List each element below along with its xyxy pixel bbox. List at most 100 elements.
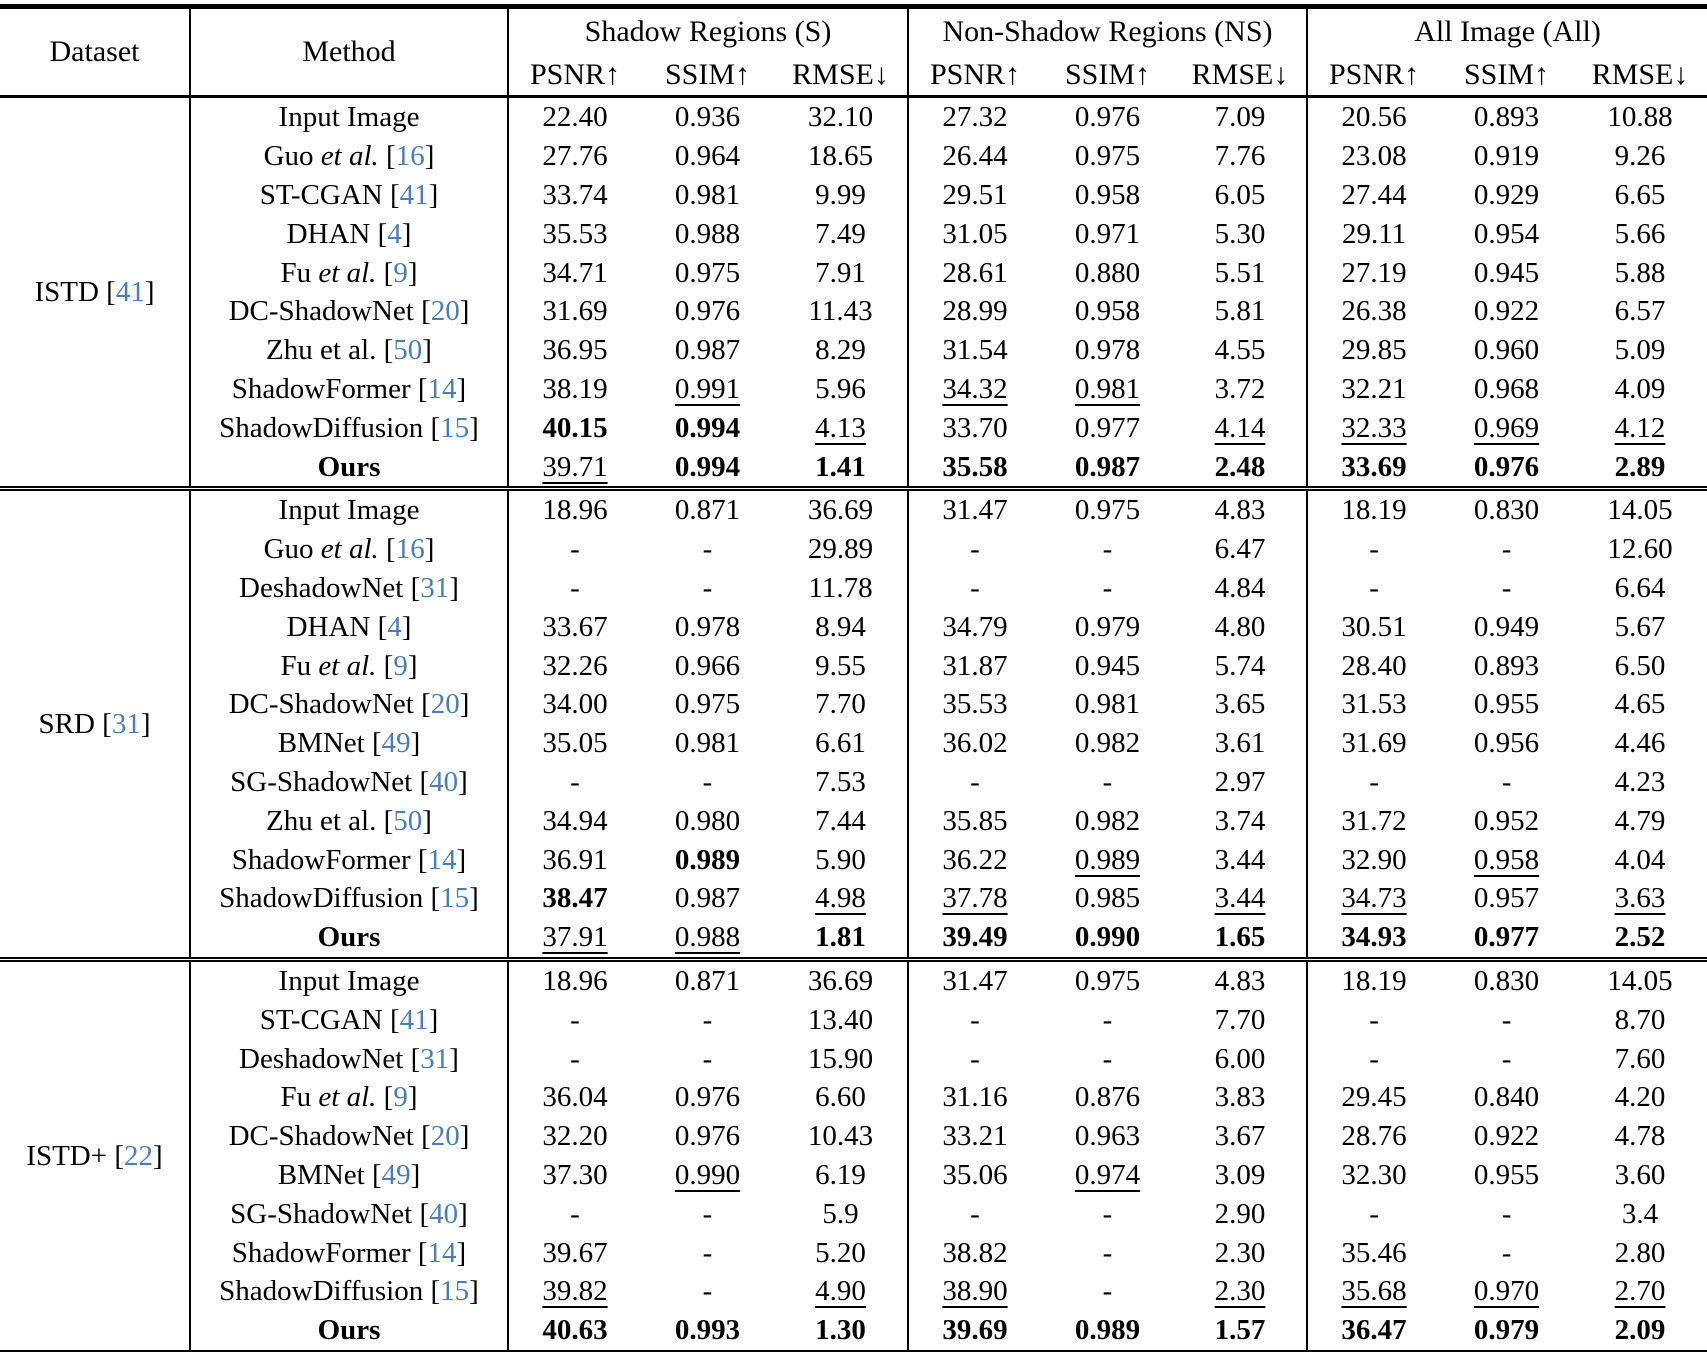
metric-value-text: 32.90 bbox=[1341, 843, 1407, 876]
metric-value: 3.67 bbox=[1174, 1117, 1307, 1156]
metric-value-text: 33.69 bbox=[1341, 450, 1407, 483]
metric-value: 5.51 bbox=[1174, 253, 1307, 292]
metric-value-text: 0.979 bbox=[1473, 1314, 1540, 1347]
metric-value: 7.60 bbox=[1573, 1039, 1707, 1078]
metric-value: 0.975 bbox=[641, 685, 774, 724]
method-name: Guo et al. bbox=[263, 533, 379, 566]
metric-value: - bbox=[1306, 1194, 1441, 1234]
citation-ref[interactable]: 9 bbox=[393, 256, 408, 289]
metric-value-text: 29.11 bbox=[1341, 217, 1407, 250]
citation-ref[interactable]: 31 bbox=[420, 571, 450, 604]
metric-header-rmse: RMSE↓ bbox=[1191, 58, 1289, 91]
citation-ref[interactable]: 31 bbox=[111, 707, 141, 740]
metric-value-text: 4.46 bbox=[1614, 727, 1666, 760]
metric-value-text: 38.82 bbox=[942, 1236, 1008, 1269]
metric-value-text: - bbox=[1369, 765, 1379, 798]
metric-value-text: 6.61 bbox=[815, 727, 866, 760]
metric-value-text: 20.56 bbox=[1341, 101, 1407, 134]
method-cell: Ours bbox=[189, 1310, 508, 1352]
method-cell: Fu et al. [9] bbox=[189, 253, 508, 292]
table-row: DHAN [4] 35.53 0.988 7.49 31.05 0.971 5.30 29.1… bbox=[0, 214, 1707, 254]
citation-ref[interactable]: 14 bbox=[427, 843, 457, 876]
metric-value: 0.958 bbox=[1041, 292, 1174, 331]
citation-ref[interactable]: 20 bbox=[430, 688, 460, 721]
metric-value-text: 23.08 bbox=[1341, 140, 1407, 173]
metric-value: 7.09 bbox=[1174, 97, 1307, 137]
metric-value: 32.20 bbox=[507, 1116, 641, 1156]
metric-value-text: - bbox=[970, 1197, 980, 1230]
metric-value: 2.90 bbox=[1174, 1194, 1307, 1233]
metric-value: 0.893 bbox=[1440, 97, 1573, 137]
method-cell: ShadowFormer [14] bbox=[189, 1233, 508, 1272]
metric-value-text: 0.871 bbox=[674, 964, 741, 997]
metric-value: 4.65 bbox=[1573, 685, 1707, 724]
citation-ref[interactable]: 22 bbox=[124, 1139, 154, 1172]
metric-value-text: 32.21 bbox=[1341, 372, 1407, 405]
citation-ref[interactable]: 9 bbox=[393, 649, 408, 682]
metric-value: 34.79 bbox=[907, 607, 1041, 647]
method-name: Input Image bbox=[278, 964, 420, 997]
metric-value-text: 6.60 bbox=[815, 1081, 866, 1114]
citation-ref[interactable]: 14 bbox=[427, 1236, 457, 1269]
citation-ref[interactable]: 31 bbox=[420, 1042, 450, 1075]
metric-value-text: 0.979 bbox=[1074, 610, 1141, 643]
metric-value: 0.975 bbox=[641, 253, 774, 292]
metric-value-text: 38.47 bbox=[542, 882, 608, 915]
metric-value: 0.976 bbox=[641, 292, 774, 331]
metric-value-text: 6.57 bbox=[1614, 295, 1666, 328]
citation-ref[interactable]: 9 bbox=[393, 1081, 408, 1114]
citation-ref[interactable]: 41 bbox=[399, 178, 429, 211]
citation-ref[interactable]: 40 bbox=[429, 1197, 459, 1230]
metric-value: 4.55 bbox=[1174, 331, 1307, 370]
metric-value-text: 4.04 bbox=[1614, 843, 1666, 876]
metric-value: - bbox=[1440, 1039, 1573, 1078]
metric-value: 28.40 bbox=[1306, 646, 1441, 685]
citation-ref[interactable]: 16 bbox=[395, 533, 425, 566]
table-row: ST-CGAN [41] - - 13.40 - - 7.70 - - 8.70 bbox=[0, 1000, 1707, 1040]
metric-value: 36.02 bbox=[907, 723, 1041, 763]
citation-ref[interactable]: 14 bbox=[427, 372, 457, 405]
metric-value-text: 33.67 bbox=[542, 610, 608, 643]
citation-ref[interactable]: 49 bbox=[381, 1158, 411, 1191]
metric-value: 3.65 bbox=[1174, 685, 1307, 724]
metric-value-text: 0.975 bbox=[1074, 494, 1141, 527]
metric-value-text: 0.871 bbox=[674, 494, 741, 527]
citation-ref[interactable]: 40 bbox=[429, 765, 459, 798]
citation-ref[interactable]: 4 bbox=[387, 217, 402, 250]
method-cell: DC-ShadowNet [20] bbox=[189, 684, 508, 724]
metric-value-text: - bbox=[570, 533, 580, 566]
metric-value-text: 0.876 bbox=[1074, 1081, 1141, 1114]
metric-value-text: 28.99 bbox=[942, 295, 1008, 328]
citation-ref[interactable]: 41 bbox=[115, 275, 145, 308]
method-cell: Fu et al. [9] bbox=[189, 646, 508, 685]
metric-value: 0.981 bbox=[641, 176, 774, 215]
citation-ref[interactable]: 15 bbox=[440, 411, 470, 444]
metric-value-text: 0.987 bbox=[674, 882, 741, 915]
metric-value-text: 8.94 bbox=[815, 610, 866, 643]
table-row: Guo et al. [16] - - 29.89 - - 6.47 - - 12.60 bbox=[0, 529, 1707, 569]
table-row: BMNet [49] 37.30 0.990 6.19 35.06 0.974 3.09 32… bbox=[0, 1155, 1707, 1195]
citation-ref[interactable]: 4 bbox=[387, 610, 402, 643]
citation-ref[interactable]: 15 bbox=[440, 1275, 470, 1308]
metric-value-text: 0.929 bbox=[1473, 178, 1540, 211]
metric-value-text: 36.91 bbox=[542, 843, 608, 876]
citation-ref[interactable]: 41 bbox=[399, 1003, 429, 1036]
citation-ref[interactable]: 49 bbox=[381, 727, 411, 760]
citation-ref[interactable]: 15 bbox=[440, 882, 470, 915]
metric-value: 33.67 bbox=[507, 607, 641, 647]
citation-ref[interactable]: 50 bbox=[393, 334, 423, 367]
method-cell: Zhu et al. [50] bbox=[189, 330, 508, 370]
citation-ref[interactable]: 16 bbox=[395, 140, 425, 173]
metric-value: 0.966 bbox=[641, 646, 774, 685]
method-column-header: Method bbox=[189, 6, 508, 97]
citation-ref[interactable]: 50 bbox=[393, 804, 423, 837]
metric-value-text: 0.991 bbox=[674, 372, 741, 405]
metric-value-text: 0.960 bbox=[1473, 334, 1540, 367]
citation-ref[interactable]: 20 bbox=[430, 1120, 460, 1153]
metric-value: 0.964 bbox=[641, 137, 774, 176]
metric-value: 4.23 bbox=[1573, 763, 1707, 802]
metric-value: 31.72 bbox=[1306, 801, 1441, 841]
metric-value: 0.981 bbox=[1041, 370, 1174, 409]
citation-ref[interactable]: 20 bbox=[430, 295, 460, 328]
